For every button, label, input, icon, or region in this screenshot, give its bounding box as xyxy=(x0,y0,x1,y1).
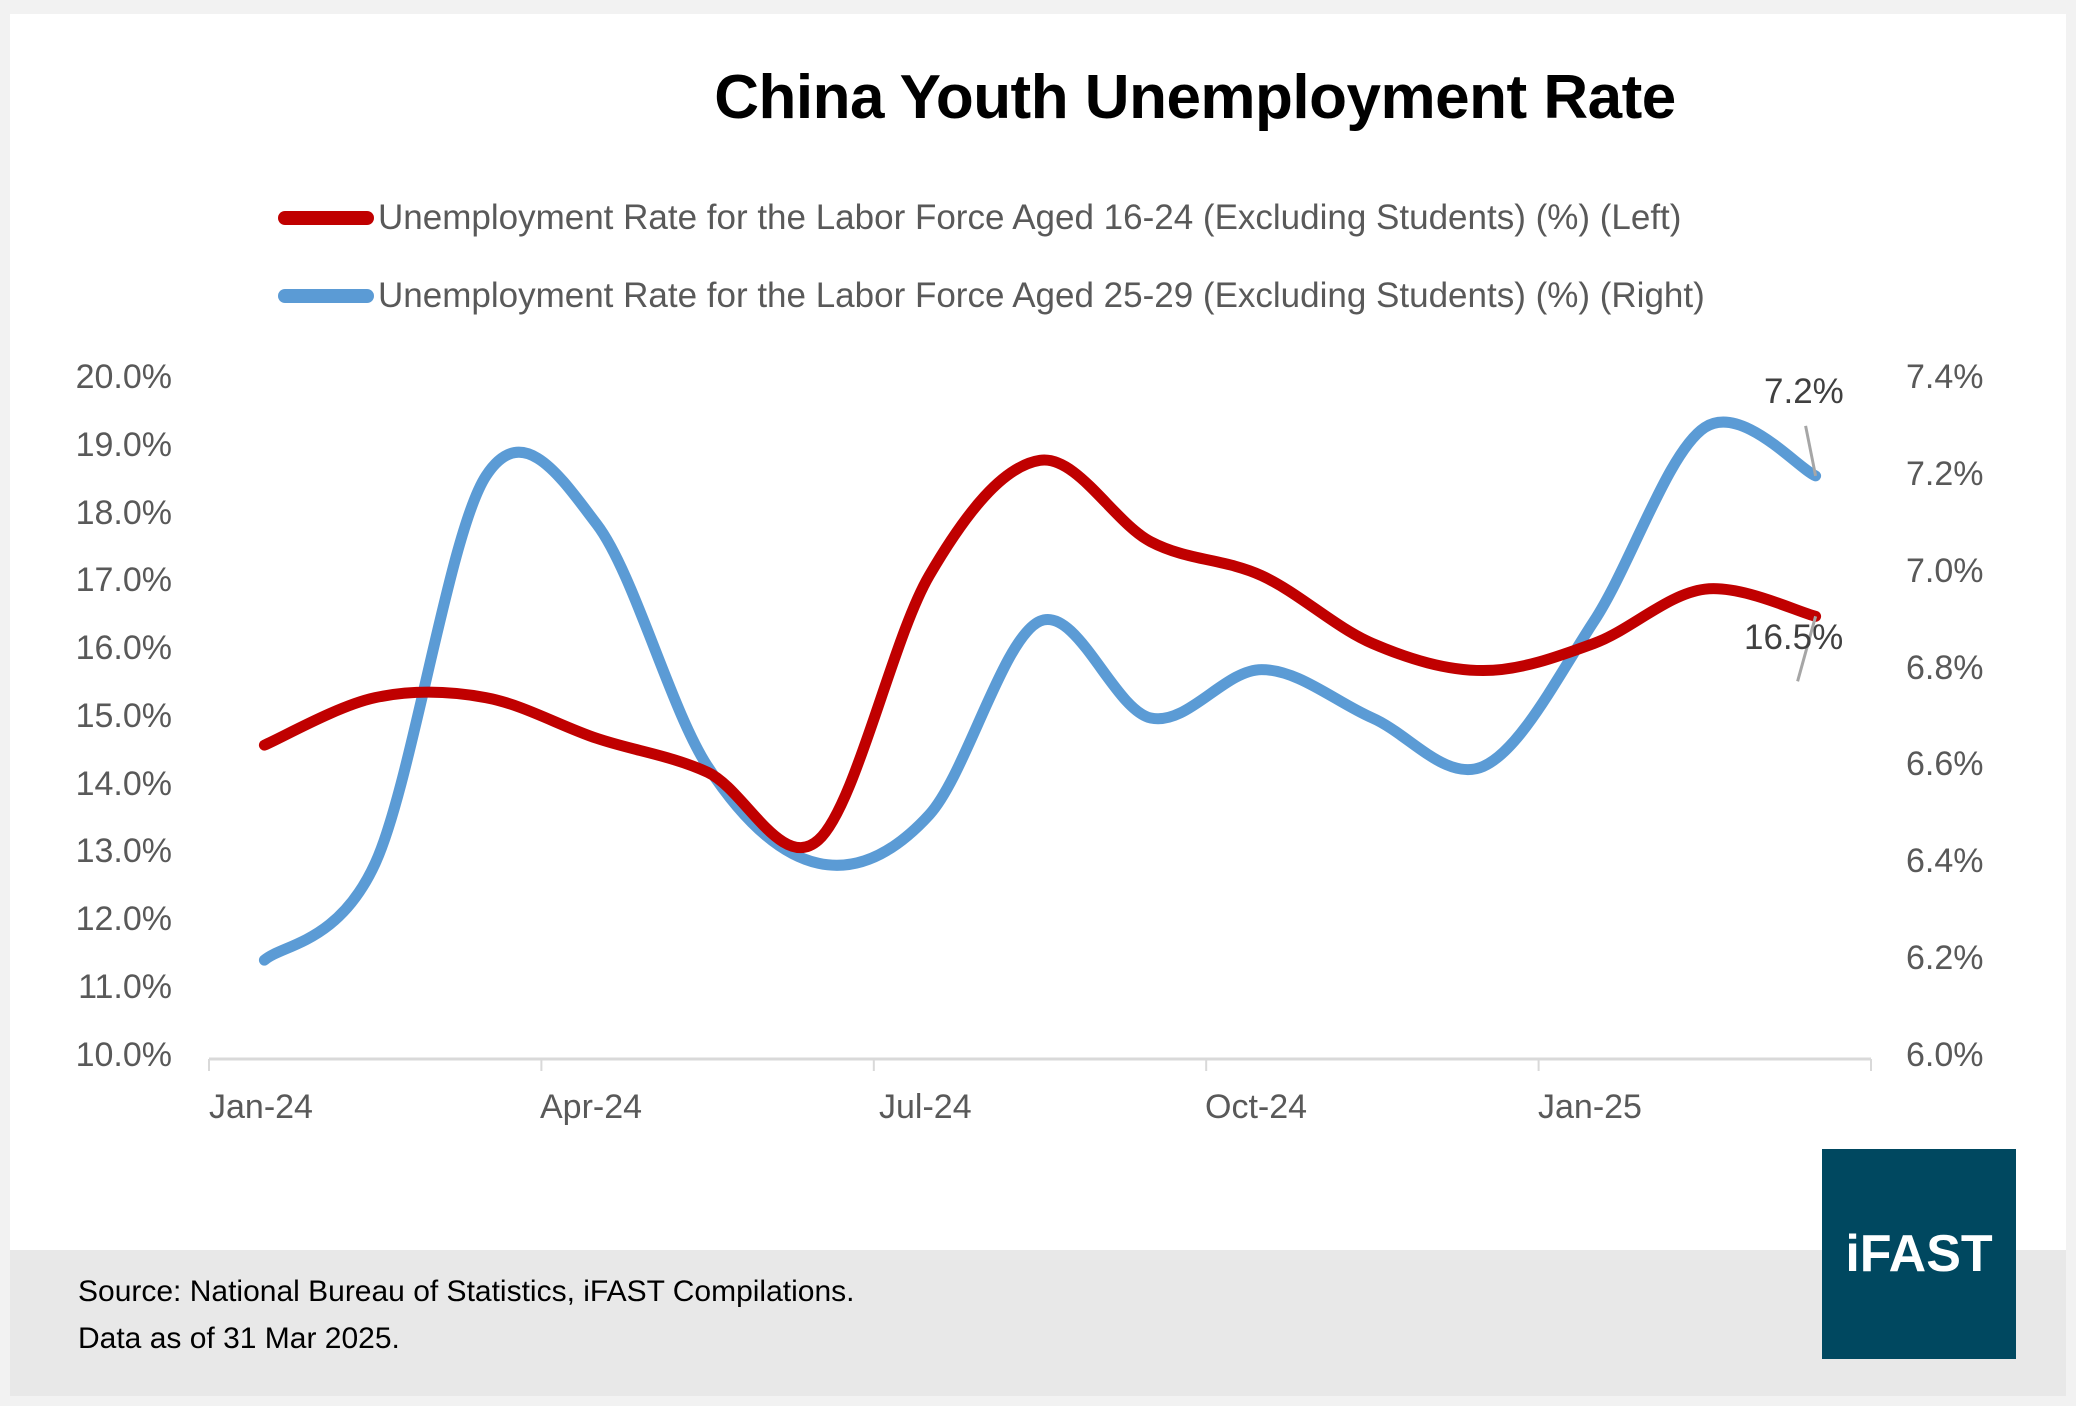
y-right-tick: 6.2% xyxy=(1906,939,1984,977)
legend-swatch-red xyxy=(278,211,374,225)
series-line-25-29 xyxy=(258,416,1822,966)
y-right-tick: 6.6% xyxy=(1906,745,1984,783)
y-right-tick: 7.4% xyxy=(1906,358,1984,396)
x-tick: Jan-25 xyxy=(1538,1088,1642,1126)
x-tick: Jan-24 xyxy=(209,1088,313,1126)
ifast-logo: iFAST xyxy=(1822,1149,2016,1359)
end-label-16-24: 16.5% xyxy=(1744,618,1844,657)
y-left-tick: 13.0% xyxy=(75,832,172,870)
x-tick: Oct-24 xyxy=(1205,1088,1308,1126)
y-right-tick: 6.8% xyxy=(1906,649,1984,687)
legend-item-25-29: Unemployment Rate for the Labor Force Ag… xyxy=(278,276,1705,316)
data-label-leader-16-24 xyxy=(1796,615,1818,682)
y-left-tick: 15.0% xyxy=(75,697,172,735)
x-axis-line xyxy=(208,1057,1872,1071)
legend-swatch-blue xyxy=(278,289,374,303)
as-of-note: Data as of 31 Mar 2025. xyxy=(78,1322,400,1355)
legend-label: Unemployment Rate for the Labor Force Ag… xyxy=(378,198,1682,237)
y-left-tick: 10.0% xyxy=(75,1036,172,1074)
y-right-tick: 6.4% xyxy=(1906,842,1984,880)
y-right-tick: 7.0% xyxy=(1906,552,1984,590)
y-left-tick: 20.0% xyxy=(75,358,172,396)
x-tick: Jul-24 xyxy=(879,1088,972,1126)
source-note: Source: National Bureau of Statistics, i… xyxy=(78,1275,855,1308)
data-label-leader-25-29 xyxy=(1804,425,1818,477)
y-left-tick: 17.0% xyxy=(75,561,172,599)
legend-item-16-24: Unemployment Rate for the Labor Force Ag… xyxy=(278,198,1681,238)
y-left-tick: 12.0% xyxy=(75,900,172,938)
y-left-tick: 11.0% xyxy=(78,968,172,1006)
y-left-tick: 19.0% xyxy=(75,426,172,464)
y-left-tick: 16.0% xyxy=(75,629,172,667)
chart-title: China Youth Unemployment Rate xyxy=(714,63,1676,132)
series-line-16-24 xyxy=(258,454,1822,853)
x-tick: Apr-24 xyxy=(540,1088,643,1126)
footer-band xyxy=(10,1250,2066,1396)
logo-text: iFAST xyxy=(1845,1225,1993,1283)
end-label-25-29: 7.2% xyxy=(1764,372,1844,411)
y-right-tick: 6.0% xyxy=(1906,1036,1984,1074)
y-left-tick: 18.0% xyxy=(75,494,172,532)
legend-label: Unemployment Rate for the Labor Force Ag… xyxy=(378,276,1705,315)
y-left-tick: 14.0% xyxy=(75,765,172,803)
y-right-tick: 7.2% xyxy=(1906,455,1984,493)
